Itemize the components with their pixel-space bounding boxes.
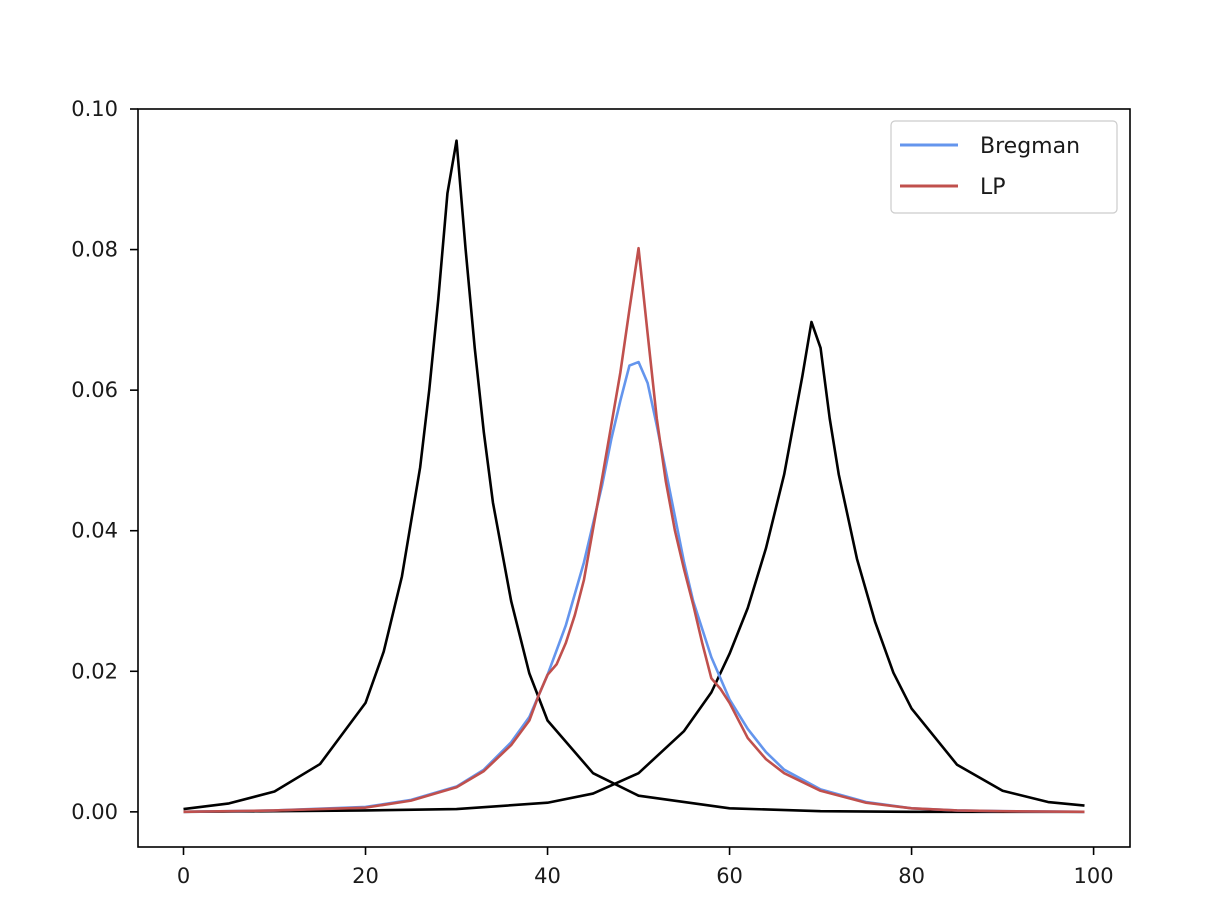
legend: Bregman LP (890, 120, 1118, 214)
series-line-black-1 (183, 139, 1085, 814)
legend-label-lp: LP (980, 175, 1006, 200)
y-tick-label: 0.00 (71, 800, 118, 824)
series-line-black-2 (183, 320, 1085, 814)
x-tick-label: 80 (898, 864, 925, 888)
y-axis: 0.00 0.02 0.04 0.06 0.08 0.10 (71, 97, 138, 824)
series-line-bregman (183, 360, 1085, 814)
axes-frame (137, 108, 1131, 848)
plot-area (137, 108, 1131, 848)
series-layer (183, 139, 1085, 814)
y-tick-label: 0.06 (71, 378, 118, 402)
y-tick-label: 0.04 (71, 519, 118, 543)
x-tick-label: 0 (177, 864, 190, 888)
y-tick-label: 0.10 (71, 97, 118, 121)
x-tick-label: 40 (534, 864, 561, 888)
x-axis: 0 20 40 60 80 100 (177, 847, 1114, 888)
series-line-lp (183, 246, 1085, 814)
x-tick-label: 60 (716, 864, 743, 888)
legend-label-bregman: Bregman (980, 134, 1080, 159)
y-tick-label: 0.02 (71, 659, 118, 683)
axes-background (138, 109, 1130, 847)
x-tick-label: 100 (1074, 864, 1114, 888)
y-tick-label: 0.08 (71, 238, 118, 262)
x-tick-label: 20 (352, 864, 379, 888)
